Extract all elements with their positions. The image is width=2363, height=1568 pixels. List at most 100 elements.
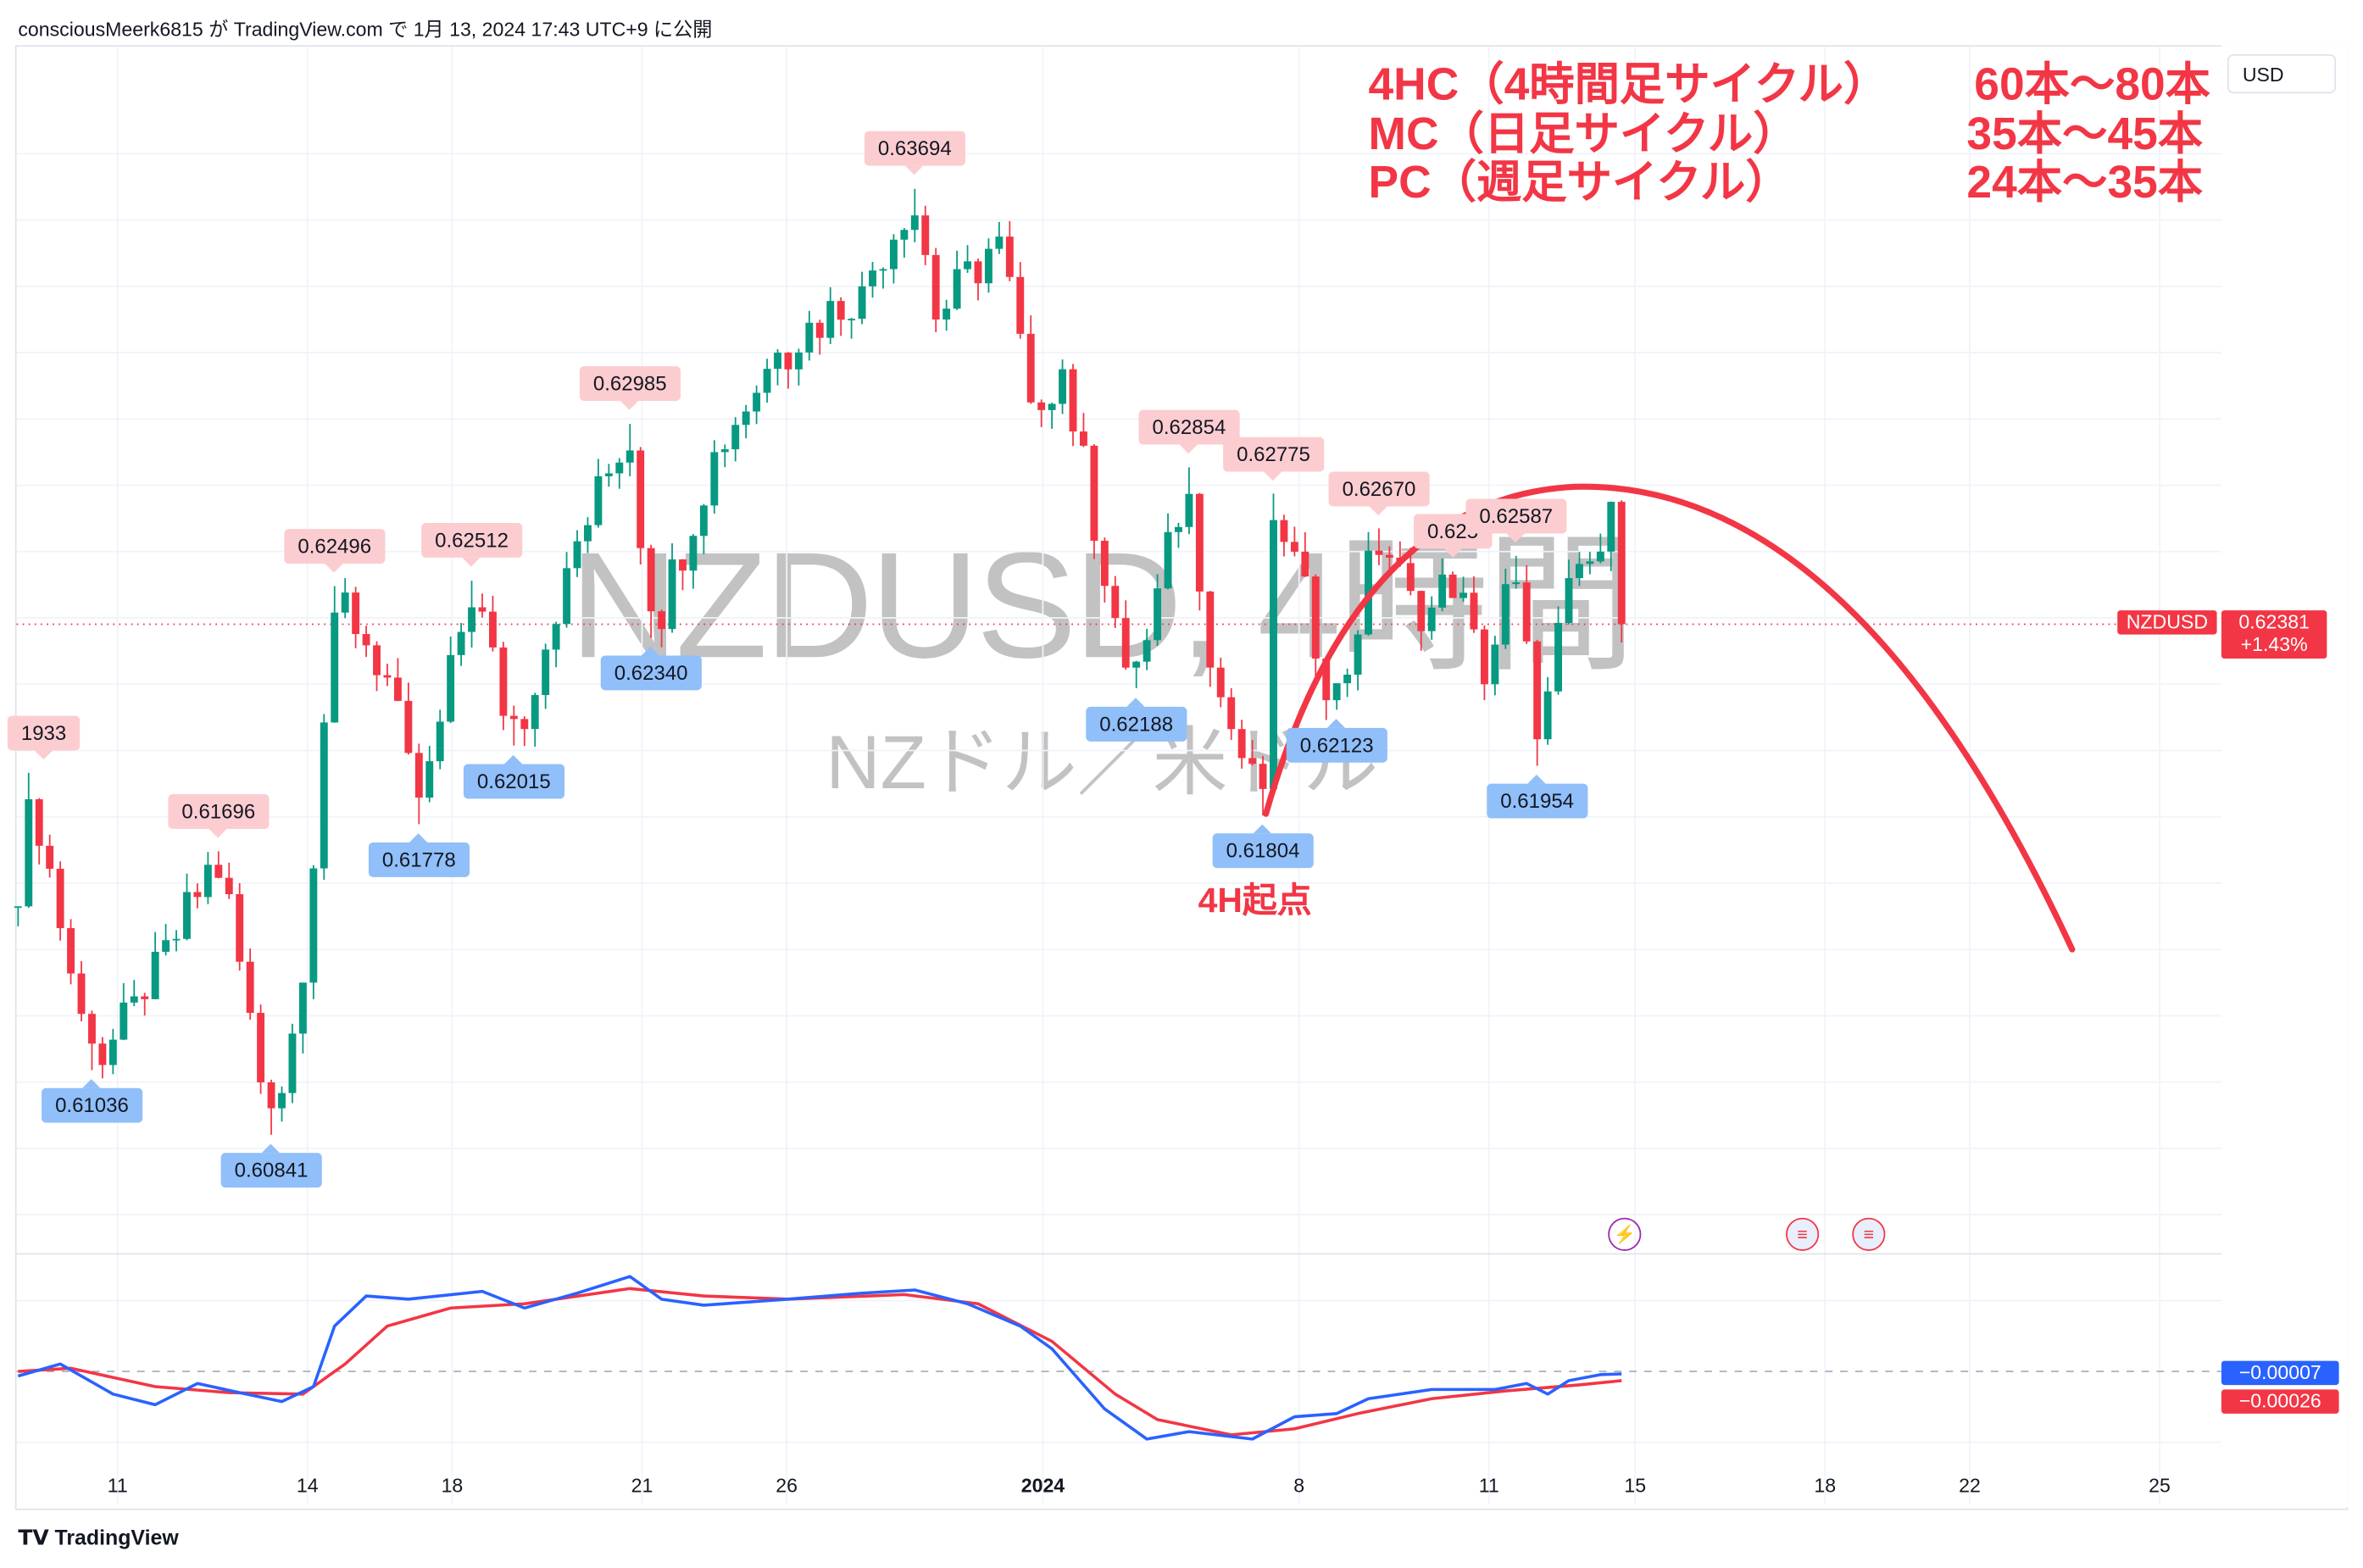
annotation-mc: MC（日足サイクル） [1368, 109, 1799, 160]
candle [1227, 697, 1236, 730]
candle [1522, 582, 1531, 642]
lightning-icon[interactable]: ⚡ [1608, 1217, 1642, 1251]
us-flag-icon[interactable]: ≡ [1852, 1217, 1886, 1251]
candle [1311, 576, 1320, 659]
candle [14, 906, 22, 909]
date-tick: 25 [2149, 1473, 2171, 1497]
macd-value-tag: −0.00007 [2221, 1360, 2339, 1386]
date-tick: 22 [1959, 1473, 1981, 1497]
candle [805, 322, 814, 353]
currency-button[interactable]: USD [2227, 54, 2337, 94]
candle [563, 568, 571, 625]
candle [414, 753, 423, 798]
candle [974, 261, 982, 284]
candle [1037, 402, 1046, 410]
candle [267, 1082, 275, 1109]
candle [1059, 369, 1067, 404]
candle [108, 1039, 117, 1065]
candle [1354, 634, 1362, 676]
candle [1090, 445, 1098, 542]
candle [1332, 683, 1341, 701]
us-flag-icon[interactable]: ≡ [1786, 1217, 1820, 1251]
candle [183, 892, 191, 939]
candle [774, 353, 781, 370]
candle [288, 1033, 297, 1093]
candle [1206, 591, 1215, 668]
candle [1121, 618, 1130, 668]
candle [130, 996, 138, 1003]
candle [383, 675, 392, 678]
candle [457, 631, 465, 655]
candle [753, 392, 761, 412]
swing-low-label: 0.60841 [220, 1143, 322, 1188]
swing-low-label: 0.62188 [1086, 697, 1187, 742]
candle [120, 1002, 128, 1040]
date-tick: 11 [1478, 1473, 1499, 1497]
candle [1259, 764, 1267, 789]
candle [341, 592, 349, 613]
annotation-mc-range: 35本〜45本 [1966, 109, 2204, 160]
candle [468, 607, 475, 632]
candle [763, 369, 771, 393]
candle [1438, 574, 1447, 608]
candle [604, 473, 613, 476]
swing-high-label: 1933 [7, 715, 81, 759]
candle [193, 892, 202, 898]
macd-line [17, 1275, 1622, 1441]
candle [1448, 574, 1457, 598]
candle [794, 352, 803, 370]
candle [942, 309, 951, 320]
swing-low-label: 0.62123 [1286, 719, 1387, 763]
date-tick: 14 [296, 1473, 319, 1497]
date-tick: 15 [1624, 1473, 1647, 1497]
published-header: consciousMeerk6815 が TradingView.com で 1… [18, 18, 713, 42]
candle [352, 592, 360, 635]
candle [309, 868, 318, 983]
annotation-pc-range: 24本〜35本 [1966, 158, 2204, 209]
candle [826, 301, 835, 338]
candle [393, 677, 402, 701]
candle [573, 541, 581, 569]
candle [1175, 526, 1182, 532]
candle [720, 449, 729, 453]
candle [236, 894, 244, 962]
candle [1385, 554, 1393, 558]
candle [1375, 550, 1383, 555]
candle [615, 462, 624, 474]
candle [1501, 584, 1510, 645]
candle [151, 951, 159, 999]
candle [953, 269, 961, 309]
candle [742, 411, 750, 425]
candle [257, 1013, 265, 1083]
candle [910, 215, 919, 231]
candle [1016, 276, 1025, 334]
candle [1322, 658, 1331, 701]
candle [1154, 588, 1162, 641]
candle [858, 286, 866, 320]
tradingview-logo[interactable]: 𝗧𝗩 TradingView [18, 1525, 179, 1549]
candle [1460, 592, 1467, 598]
candle [520, 719, 529, 730]
candle [637, 450, 645, 548]
candle [900, 230, 909, 240]
candle [98, 1043, 107, 1065]
annotation-4hc: 4HC（4時間足サイクル） [1368, 60, 1889, 110]
candle [784, 353, 792, 370]
candle [1512, 582, 1521, 585]
candle [499, 647, 508, 716]
date-tick: 18 [441, 1473, 464, 1497]
candle [88, 1014, 96, 1044]
swing-high-label: 0.62512 [421, 523, 522, 568]
candle [25, 798, 33, 907]
candle [964, 261, 971, 270]
candle [56, 869, 64, 929]
candle [1237, 729, 1246, 759]
candle [552, 624, 560, 650]
price-axis-panel[interactable] [2221, 45, 2349, 1508]
candle [425, 761, 434, 798]
candle [626, 450, 634, 463]
candle [1491, 644, 1499, 685]
candle [225, 877, 233, 895]
annotation-pc: PC（週足サイクル） [1368, 158, 1791, 209]
